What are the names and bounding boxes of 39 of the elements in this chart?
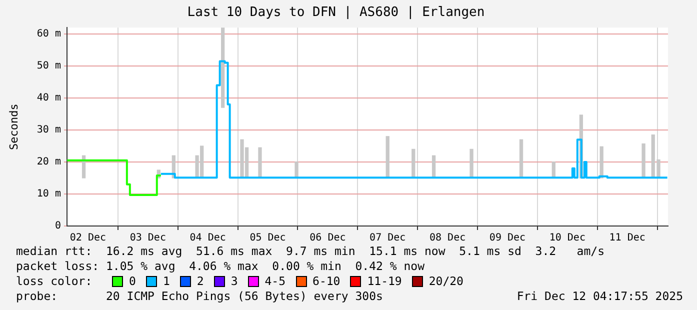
text: probe: 20 ICMP Echo Pings (56 Bytes) every 300s [16, 289, 383, 304]
legend-label: 6-10 [312, 274, 340, 289]
text: packet loss: 1.05 % avg 4.06 % max 0.00 % min 0.42 % now [16, 259, 426, 274]
x-tick-label: 11 Dec [609, 232, 646, 244]
legend-label: 11-19 [367, 274, 402, 289]
y-tick-label: 20 m [36, 156, 61, 168]
y-tick-label: 50 m [36, 60, 61, 72]
bar [258, 147, 262, 178]
x-tick-label: 04 Dec [190, 232, 226, 244]
bar [220, 28, 225, 108]
legend-label: 2 [196, 274, 204, 289]
legend-label: 4-5 [264, 274, 286, 289]
bar [600, 146, 604, 178]
legend-label: 3 [230, 274, 238, 289]
text: median rtt: 16.2 ms avg 51.6 ms max 9.7 ms min 15.1 ms now 5.1 ms sd 3.2 am/s [16, 244, 606, 259]
x-tick-label: 07 Dec [370, 232, 406, 244]
y-tick-label: 60 m [36, 28, 61, 40]
x-tick-label: 10 Dec [549, 232, 586, 244]
legend-title: loss color: [16, 274, 94, 289]
x-tick-label: 09 Dec [489, 232, 526, 244]
legend-label: 20/20 [428, 274, 464, 289]
y-axis-title: Seconds [7, 104, 20, 150]
bar [386, 136, 390, 178]
x-tick-label: 03 Dec [130, 232, 166, 244]
y-tick-label: 0 [54, 220, 61, 232]
text: Fri Dec 12 04:17:55 2025 [516, 289, 683, 304]
x-tick-label: 08 Dec [429, 232, 466, 244]
legend-label: 1 [162, 274, 170, 289]
x-tick-label: 06 Dec [310, 232, 346, 244]
y-tick-label: 10 m [36, 188, 61, 200]
bar [519, 139, 524, 178]
legend-label: 0 [129, 274, 136, 289]
y-tick-label: 30 m [36, 124, 61, 136]
x-tick-label: 02 Dec [70, 232, 106, 244]
bar [470, 148, 474, 178]
y-tick-label: 40 m [36, 92, 61, 104]
bar [642, 143, 646, 178]
x-tick-label: 05 Dec [250, 232, 286, 244]
chart-title: Last 10 Days to DFN | AS680 | Erlangen [187, 5, 485, 20]
